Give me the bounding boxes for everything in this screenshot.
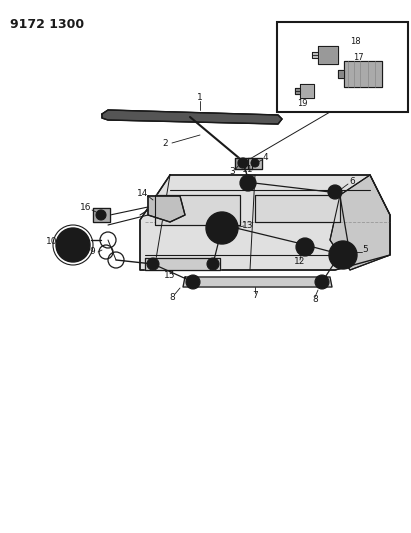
Text: 2: 2: [162, 139, 168, 148]
Text: 1: 1: [197, 93, 203, 101]
Text: 11: 11: [242, 166, 254, 174]
Text: 16: 16: [80, 204, 92, 213]
Circle shape: [336, 248, 350, 262]
Circle shape: [69, 241, 77, 249]
Text: 3: 3: [229, 167, 235, 176]
Circle shape: [315, 275, 329, 289]
Text: 9: 9: [89, 247, 95, 256]
Text: 14: 14: [137, 189, 149, 198]
Polygon shape: [183, 277, 332, 287]
Circle shape: [56, 228, 90, 262]
Polygon shape: [255, 195, 340, 222]
Text: 18: 18: [350, 37, 360, 46]
Text: 15: 15: [164, 271, 176, 280]
Polygon shape: [300, 84, 314, 98]
Text: 17: 17: [353, 53, 363, 62]
Text: 19: 19: [297, 100, 307, 109]
Circle shape: [301, 243, 309, 251]
Circle shape: [296, 238, 314, 256]
Text: 5: 5: [362, 246, 368, 254]
Polygon shape: [102, 110, 282, 124]
Polygon shape: [338, 70, 344, 78]
Text: 6: 6: [349, 177, 355, 187]
Circle shape: [245, 180, 251, 186]
Polygon shape: [248, 158, 262, 169]
Polygon shape: [155, 195, 240, 225]
Circle shape: [96, 210, 106, 220]
Text: 12: 12: [294, 257, 306, 266]
Polygon shape: [145, 258, 220, 270]
Text: 7: 7: [252, 292, 258, 301]
Text: 9172 1300: 9172 1300: [10, 18, 84, 31]
Circle shape: [241, 161, 245, 165]
Polygon shape: [318, 46, 338, 64]
Polygon shape: [295, 88, 300, 94]
Circle shape: [206, 212, 238, 244]
Circle shape: [332, 189, 338, 195]
Polygon shape: [344, 61, 382, 87]
Circle shape: [214, 220, 230, 236]
Circle shape: [328, 185, 342, 199]
Bar: [277, 22, 408, 112]
Polygon shape: [330, 175, 390, 270]
Text: 4: 4: [262, 154, 268, 163]
Text: 10: 10: [46, 238, 58, 246]
Circle shape: [340, 252, 346, 258]
Text: 13: 13: [242, 221, 254, 230]
Polygon shape: [312, 52, 318, 58]
Circle shape: [186, 275, 200, 289]
Circle shape: [240, 175, 256, 191]
Polygon shape: [235, 158, 252, 169]
Circle shape: [329, 241, 357, 269]
Polygon shape: [140, 175, 390, 270]
Polygon shape: [93, 208, 110, 222]
Circle shape: [147, 258, 159, 270]
Text: 8: 8: [169, 293, 175, 302]
Circle shape: [251, 159, 259, 167]
Circle shape: [219, 225, 225, 231]
Polygon shape: [148, 196, 185, 222]
Circle shape: [63, 235, 83, 255]
Text: 8: 8: [312, 295, 318, 304]
Circle shape: [207, 258, 219, 270]
Circle shape: [238, 158, 248, 168]
